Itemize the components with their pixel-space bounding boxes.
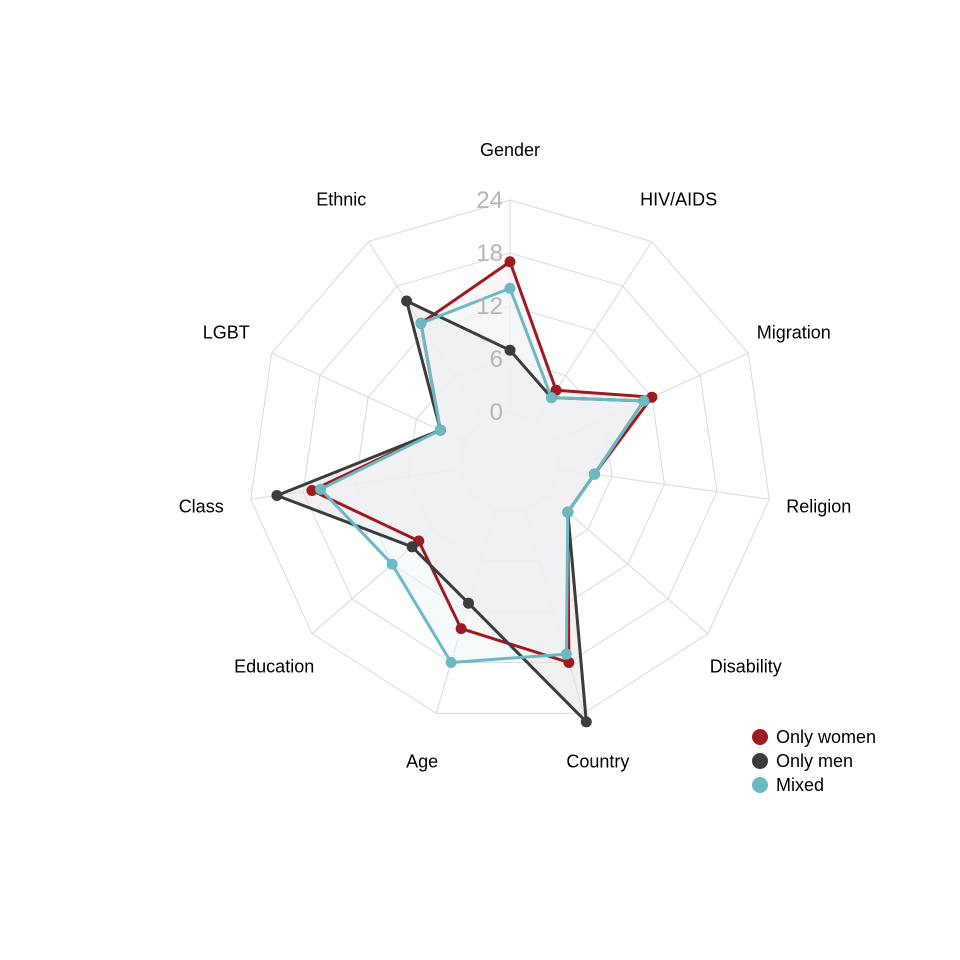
category-label-ethnic: Ethnic	[316, 190, 366, 210]
series-lines	[275, 260, 654, 724]
point-mixed-lgbt	[434, 424, 446, 436]
category-label-age: Age	[406, 751, 438, 771]
radial-tick-labels: 0 6 12 18 24	[476, 187, 503, 426]
point-only-men-class	[271, 490, 283, 501]
category-label-country: Country	[566, 751, 629, 771]
point-mixed-class	[315, 483, 327, 495]
legend-label-mixed: Mixed	[776, 775, 824, 795]
point-only-men-ethnic	[401, 295, 413, 307]
legend-item-only-women: Only women	[752, 727, 876, 747]
tick-label-24: 24	[476, 187, 503, 214]
point-mixed-education	[386, 558, 398, 570]
point-only-men-country	[580, 716, 592, 728]
tick-label-12: 12	[476, 293, 503, 320]
category-label-education: Education	[234, 656, 314, 676]
point-mixed-religion	[589, 468, 600, 480]
legend-label-only-women: Only women	[776, 727, 876, 747]
point-mixed-gender	[504, 282, 516, 294]
category-label-disability: Disability	[710, 656, 782, 676]
point-only-women-gender	[504, 256, 516, 268]
legend-item-only-men: Only men	[752, 751, 853, 771]
series-fill-mixed	[320, 288, 644, 663]
tick-label-0: 0	[490, 399, 503, 426]
category-label-migration: Migration	[757, 322, 831, 342]
tick-label-6: 6	[490, 346, 503, 373]
legend-swatch-only-men	[752, 753, 768, 769]
category-label-gender: Gender	[480, 140, 540, 160]
point-mixed-migration	[638, 395, 650, 407]
point-only-women-age	[455, 623, 467, 635]
spoke-lgbt	[271, 352, 465, 442]
grid-ring-4	[250, 199, 770, 714]
legend: Only women Only men Mixed	[752, 727, 876, 795]
legend-swatch-only-women	[752, 729, 768, 745]
point-only-men-age	[463, 597, 474, 609]
legend-label-only-men: Only men	[776, 751, 853, 771]
point-mixed-hiv-aids	[545, 392, 557, 404]
point-only-men-education	[406, 541, 418, 553]
point-mixed-disability	[562, 506, 574, 518]
category-label-hiv-aids: HIV/AIDS	[640, 190, 717, 210]
point-mixed-age	[445, 657, 457, 668]
point-only-men-gender	[504, 344, 516, 356]
point-only-women-country	[563, 657, 575, 668]
tick-label-18: 18	[476, 240, 503, 267]
series-points	[271, 256, 658, 728]
point-mixed-ethnic	[415, 317, 427, 329]
point-mixed-country	[560, 648, 572, 660]
point-only-women-class	[306, 485, 318, 496]
category-label-lgbt: LGBT	[203, 322, 250, 342]
category-labels: Gender HIV/AIDS Migration Religion Disabilit…	[179, 140, 852, 771]
spoke-disability	[547, 494, 709, 634]
legend-swatch-mixed	[752, 777, 768, 793]
series-fills	[276, 261, 652, 722]
legend-item-mixed: Mixed	[752, 775, 824, 795]
series-line-mixed	[319, 286, 646, 664]
grid-ring-3	[302, 252, 718, 663]
category-label-class: Class	[179, 496, 224, 516]
category-label-religion: Religion	[786, 496, 851, 516]
